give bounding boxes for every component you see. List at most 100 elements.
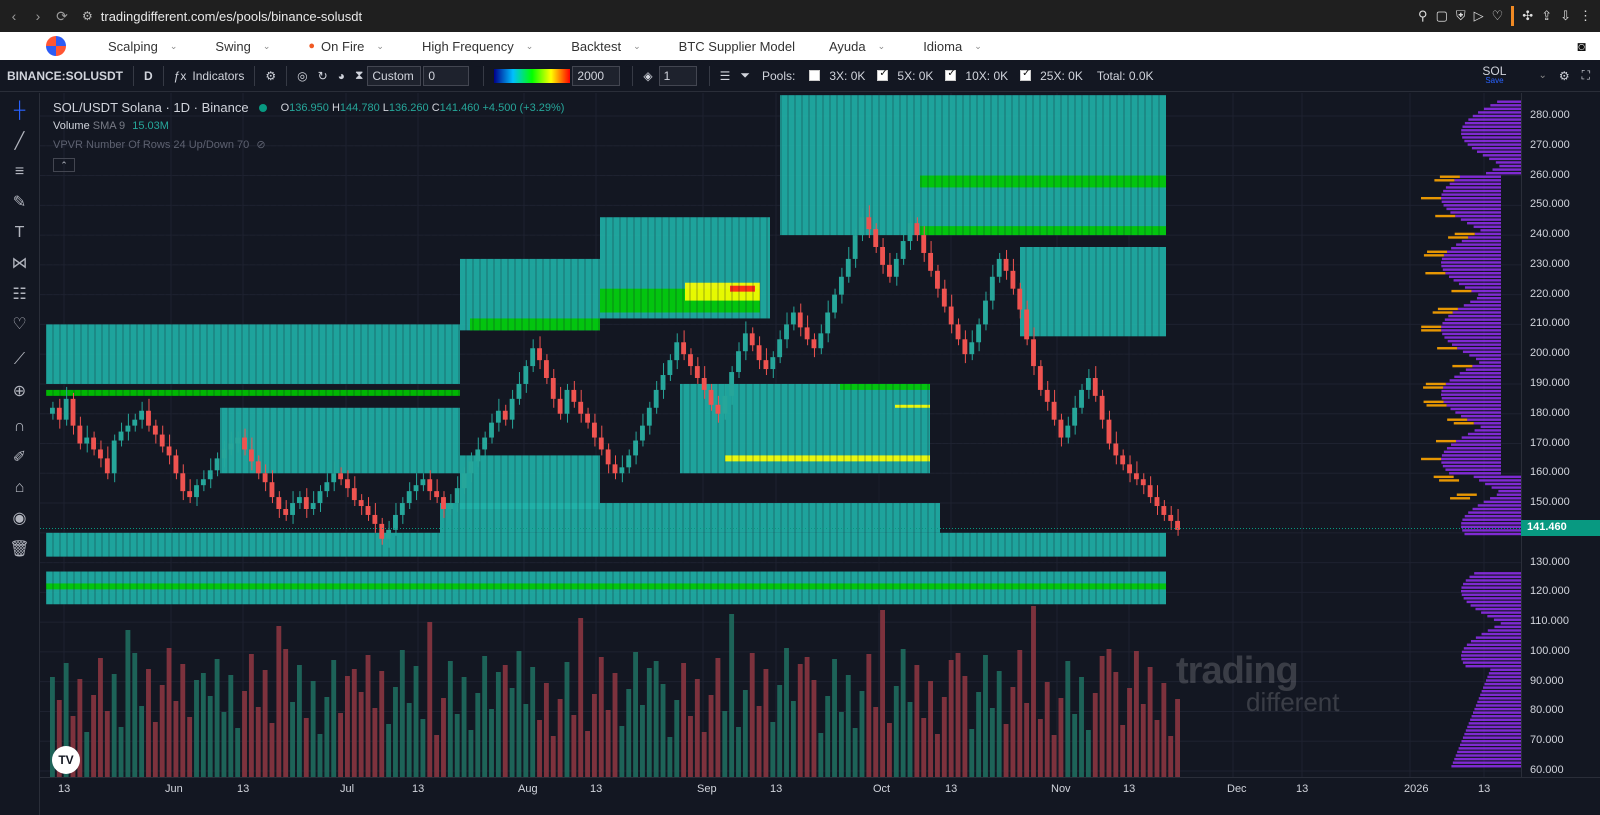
nav-idioma[interactable]: Idioma ⌄ bbox=[923, 39, 982, 54]
menu-icon[interactable]: ⋮ bbox=[1579, 8, 1592, 23]
nav-backtest[interactable]: Backtest ⌄ bbox=[571, 39, 640, 54]
hourglass-icon[interactable]: ⧗ bbox=[354, 68, 364, 82]
trendline-icon[interactable]: ╱ bbox=[14, 133, 25, 150]
symbol-compact-selector[interactable]: SOL Save bbox=[1482, 65, 1506, 86]
gradient-value-input[interactable]: 2000 bbox=[572, 65, 621, 86]
price-axis[interactable]: 280.000 270.000 260.000 250.000 240.000 230.0… bbox=[1521, 93, 1600, 777]
nav-scalping[interactable]: Scalping ⌄ bbox=[108, 39, 177, 54]
layers-icon[interactable]: ◈ bbox=[643, 68, 653, 83]
magnet-icon[interactable]: ∩ bbox=[13, 417, 26, 435]
forward-arrow-icon[interactable]: › bbox=[35, 8, 41, 24]
palette-icon[interactable]: ◕ bbox=[337, 68, 345, 83]
pencil-lock-icon[interactable]: ✐ bbox=[12, 449, 27, 466]
time-axis[interactable]: 13 Jun 13 Jul 13 Aug 13 Sep 13 Oct 13 Nov 13 Dec 13 202… bbox=[40, 777, 1600, 815]
share-icon[interactable]: ⇪ bbox=[1541, 8, 1553, 23]
pin-icon[interactable]: ⚲ bbox=[1418, 8, 1428, 23]
checkbox-checked bbox=[877, 68, 889, 81]
pattern-icon[interactable]: ⋈ bbox=[11, 255, 28, 272]
reload-icon[interactable]: ⟳ bbox=[56, 7, 68, 24]
custom-value-input[interactable]: 0 bbox=[423, 65, 470, 86]
heart-icon[interactable]: ♡ bbox=[1491, 8, 1504, 23]
nav-high-frequency[interactable]: High Frequency ⌄ bbox=[422, 39, 533, 54]
profile-bar bbox=[1461, 654, 1521, 657]
site-info-icon[interactable]: ⚙ bbox=[82, 9, 93, 23]
pool-5x-toggle[interactable]: 5X: 0K bbox=[877, 68, 933, 83]
hide-eye-icon[interactable]: ◎ bbox=[297, 68, 308, 83]
collapse-legend-icon[interactable]: ⌃ bbox=[53, 158, 75, 172]
zoom-in-icon[interactable]: ⊕ bbox=[12, 382, 27, 400]
tradingview-logo-icon[interactable]: TV bbox=[52, 746, 80, 774]
candle-body bbox=[180, 473, 186, 492]
nav-swing[interactable]: Swing ⌄ bbox=[215, 39, 270, 54]
text-icon[interactable]: T bbox=[14, 223, 25, 241]
volume-bar bbox=[200, 673, 206, 777]
fullscreen-icon[interactable]: ⛶ bbox=[1581, 68, 1590, 82]
vpvr-legend[interactable]: VPVR Number Of Rows 24 Up/Down 70 ⊘ bbox=[53, 138, 564, 151]
checkbox-unchecked bbox=[809, 70, 821, 81]
candle-body bbox=[303, 497, 309, 509]
puzzle-icon[interactable]: ✣ bbox=[1522, 8, 1534, 23]
pool-3x-toggle[interactable]: 3X: 0K bbox=[809, 69, 865, 83]
back-arrow-icon[interactable]: ‹ bbox=[11, 8, 17, 24]
price-tick: 180.000 bbox=[1530, 406, 1570, 419]
custom-select[interactable]: Custom bbox=[367, 65, 422, 86]
profile-bar bbox=[1468, 511, 1521, 514]
shield-icon[interactable]: ⛨ bbox=[1455, 8, 1466, 23]
open-label: O bbox=[280, 101, 290, 114]
heart-icon[interactable]: ♡ bbox=[12, 316, 27, 333]
volume-bar bbox=[502, 665, 508, 777]
horizontal-lines-icon[interactable]: ≡ bbox=[14, 162, 25, 180]
fib-icon[interactable]: ☷ bbox=[12, 285, 27, 303]
camera-icon[interactable]: ◙ bbox=[1577, 38, 1586, 54]
candle-body bbox=[790, 312, 796, 325]
screenshot-icon[interactable]: ▢ bbox=[1435, 8, 1448, 23]
hidden-eye-icon[interactable]: ⊘ bbox=[256, 139, 266, 151]
candle-body bbox=[351, 488, 357, 501]
brush-icon[interactable]: ✎ bbox=[12, 194, 27, 211]
settings-gear-icon[interactable]: ⚙ bbox=[265, 68, 277, 83]
settings-gear-icon[interactable]: ⚙ bbox=[1558, 68, 1570, 83]
download-icon[interactable]: ⇩ bbox=[1560, 8, 1571, 23]
profile-bar bbox=[1421, 329, 1442, 332]
price-chart[interactable] bbox=[40, 93, 1521, 777]
profile-bar bbox=[1463, 582, 1521, 586]
volume-bar bbox=[859, 691, 865, 777]
nav-on-fire[interactable]: ● On Fire ⌄ bbox=[308, 39, 384, 54]
interval-button[interactable]: D bbox=[144, 68, 153, 83]
layers-value-input[interactable]: 1 bbox=[658, 65, 697, 86]
pool-25x-toggle[interactable]: 25X: 0K bbox=[1020, 68, 1083, 83]
align-icon[interactable]: ☰ bbox=[719, 68, 731, 83]
volume-legend[interactable]: Volume SMA 9 15.03M bbox=[53, 120, 564, 132]
crosshair-icon[interactable]: ┼ bbox=[13, 101, 26, 119]
candle-body bbox=[598, 437, 604, 450]
heatmap-gradient[interactable] bbox=[494, 68, 571, 83]
site-logo[interactable] bbox=[46, 36, 66, 56]
address-bar[interactable]: tradingdifferent.com/es/pools/binance-so… bbox=[100, 8, 363, 24]
filter-icon[interactable]: ⏷ bbox=[740, 68, 750, 82]
volume-bar bbox=[550, 736, 556, 777]
volume-bar bbox=[427, 622, 433, 777]
eye-icon[interactable]: ◉ bbox=[12, 510, 27, 527]
volume-bar bbox=[838, 712, 844, 777]
indicators-button[interactable]: ƒx Indicators bbox=[174, 69, 245, 83]
candle-body bbox=[1168, 514, 1174, 521]
volume-bar bbox=[736, 727, 741, 777]
volume-bar bbox=[516, 651, 522, 777]
ruler-icon[interactable]: ⟋ bbox=[13, 351, 26, 368]
chevron-down-icon[interactable]: ⌄ bbox=[1538, 70, 1547, 81]
candle-body bbox=[797, 312, 803, 328]
pool-10x-toggle[interactable]: 10X: 0K bbox=[945, 68, 1008, 83]
nav-btc-supplier-model[interactable]: BTC Supplier Model bbox=[679, 39, 795, 54]
save-link[interactable]: Save bbox=[1485, 75, 1504, 85]
symbol-search[interactable]: BINANCE:SOLUSDT bbox=[7, 68, 123, 83]
candle-body bbox=[413, 485, 419, 492]
trash-icon[interactable]: 🗑 bbox=[9, 540, 30, 558]
profile-bar bbox=[1467, 432, 1501, 436]
nav-ayuda[interactable]: Ayuda ⌄ bbox=[829, 39, 885, 54]
lock-icon[interactable]: ⌂ bbox=[14, 478, 25, 496]
profile-bar bbox=[1500, 622, 1521, 625]
pool-3x-label: 3X: 0K bbox=[829, 68, 866, 83]
candle-body bbox=[1147, 485, 1153, 498]
play-icon[interactable]: ▷ bbox=[1473, 8, 1484, 23]
refresh-icon[interactable]: ↻ bbox=[317, 68, 328, 83]
